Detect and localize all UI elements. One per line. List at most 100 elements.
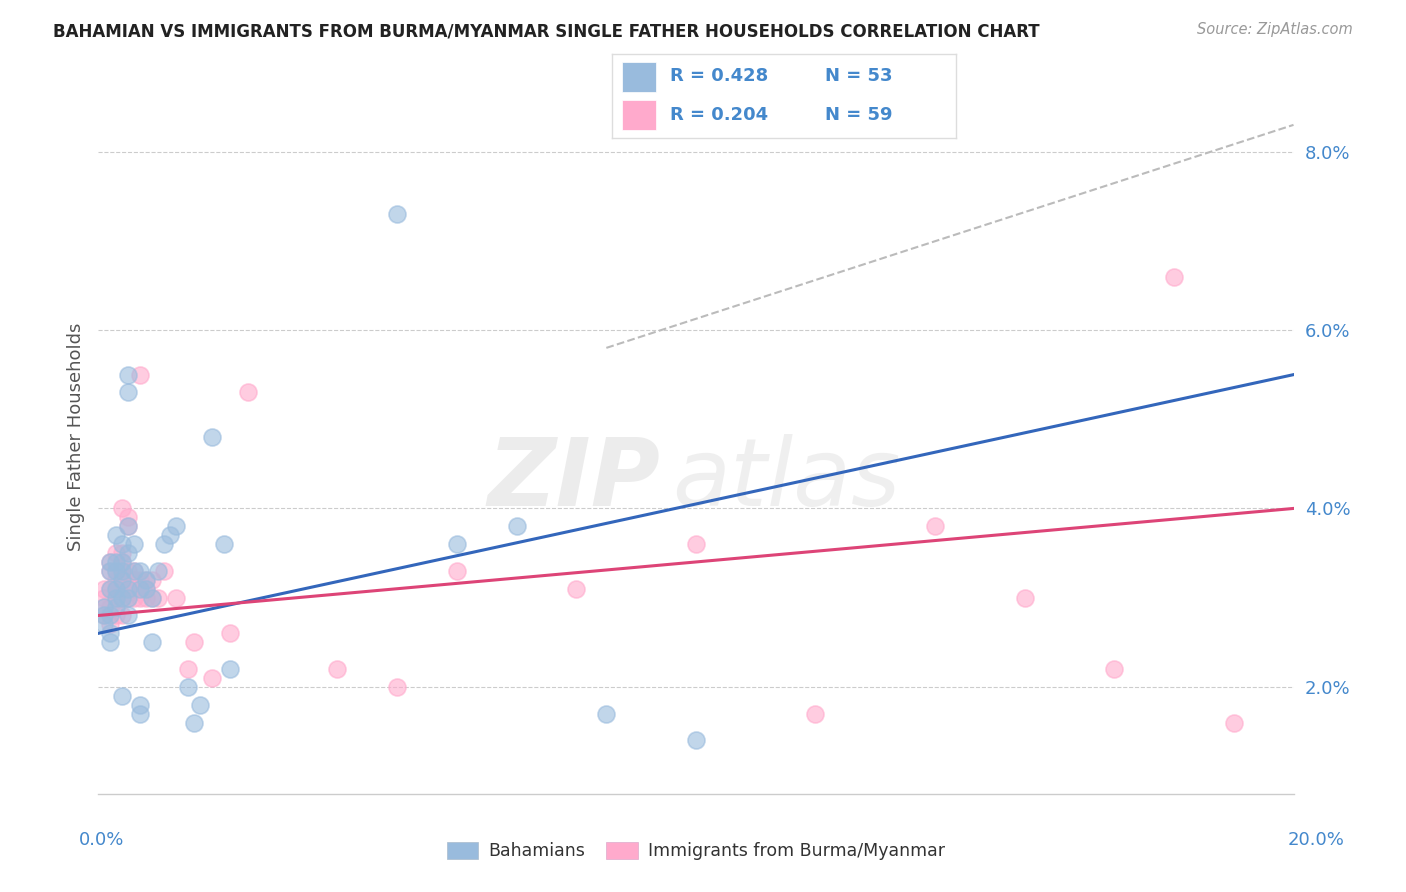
Point <box>446 564 468 578</box>
Point <box>105 555 128 569</box>
Point <box>117 564 139 578</box>
Point <box>1163 269 1185 284</box>
Point <box>111 689 134 703</box>
Point <box>105 608 128 623</box>
Point <box>135 573 157 587</box>
Point <box>117 591 139 605</box>
Point <box>98 608 122 623</box>
Point <box>129 564 152 578</box>
Point <box>93 608 115 623</box>
Point <box>506 519 529 533</box>
Point <box>148 564 170 578</box>
Point <box>124 573 146 587</box>
Point <box>105 591 128 605</box>
Text: BAHAMIAN VS IMMIGRANTS FROM BURMA/MYANMAR SINGLE FATHER HOUSEHOLDS CORRELATION C: BAHAMIAN VS IMMIGRANTS FROM BURMA/MYANMA… <box>53 22 1040 40</box>
Text: N = 53: N = 53 <box>825 68 893 86</box>
Point <box>685 733 707 747</box>
Y-axis label: Single Father Households: Single Father Households <box>66 323 84 551</box>
Point <box>111 537 134 551</box>
Point <box>98 617 122 632</box>
Text: 20.0%: 20.0% <box>1288 831 1344 849</box>
Point <box>117 385 139 400</box>
Point <box>105 528 128 542</box>
Point <box>159 528 181 542</box>
Point <box>177 680 200 694</box>
Point <box>124 591 146 605</box>
Point <box>141 591 163 605</box>
Point <box>111 591 134 605</box>
Point <box>124 564 146 578</box>
Point <box>93 599 115 614</box>
Point <box>105 582 128 596</box>
Point <box>93 582 115 596</box>
Point <box>111 555 134 569</box>
Point <box>201 671 224 685</box>
Point <box>117 510 139 524</box>
Point <box>117 591 139 605</box>
Point <box>188 698 211 712</box>
Point <box>219 662 242 676</box>
Point <box>93 608 115 623</box>
Point <box>98 564 122 578</box>
Point <box>93 599 115 614</box>
Point <box>98 564 122 578</box>
Point <box>177 662 200 676</box>
Point <box>201 430 224 444</box>
Point <box>105 582 128 596</box>
Point <box>111 555 134 569</box>
Point <box>129 591 152 605</box>
Point <box>105 564 128 578</box>
Point <box>124 564 146 578</box>
Point <box>153 564 176 578</box>
Point <box>111 573 134 587</box>
Point <box>98 582 122 596</box>
FancyBboxPatch shape <box>621 62 657 92</box>
Point <box>93 617 115 632</box>
Point <box>117 582 139 596</box>
Point <box>135 591 157 605</box>
Point <box>129 706 152 721</box>
Point <box>105 564 128 578</box>
Point <box>117 519 139 533</box>
Text: R = 0.428: R = 0.428 <box>671 68 769 86</box>
Point <box>141 635 163 649</box>
Point <box>565 582 588 596</box>
Point <box>148 591 170 605</box>
Point <box>141 591 163 605</box>
Point <box>111 501 134 516</box>
Point <box>111 564 134 578</box>
Point <box>165 591 187 605</box>
Text: 0.0%: 0.0% <box>79 831 124 849</box>
Point <box>129 698 152 712</box>
Point <box>124 537 146 551</box>
Point <box>1104 662 1126 676</box>
Point <box>135 582 157 596</box>
Point <box>117 608 139 623</box>
Point <box>153 537 176 551</box>
Legend: Bahamians, Immigrants from Burma/Myanmar: Bahamians, Immigrants from Burma/Myanmar <box>440 835 952 867</box>
Point <box>129 582 152 596</box>
Point <box>804 706 827 721</box>
Point <box>124 582 146 596</box>
Point <box>446 537 468 551</box>
FancyBboxPatch shape <box>621 100 657 130</box>
Point <box>183 635 205 649</box>
Point <box>105 591 128 605</box>
Point <box>105 599 128 614</box>
Point <box>129 573 152 587</box>
Point <box>98 635 122 649</box>
Point <box>117 368 139 382</box>
Point <box>117 546 139 560</box>
Point <box>212 537 235 551</box>
Point <box>129 368 152 382</box>
Point <box>98 599 122 614</box>
Point <box>924 519 946 533</box>
Text: N = 59: N = 59 <box>825 105 893 123</box>
Point <box>141 573 163 587</box>
Point <box>111 546 134 560</box>
Point <box>93 591 115 605</box>
Point <box>685 537 707 551</box>
Text: ZIP: ZIP <box>488 434 661 526</box>
Text: Source: ZipAtlas.com: Source: ZipAtlas.com <box>1197 22 1353 37</box>
Point <box>219 626 242 640</box>
